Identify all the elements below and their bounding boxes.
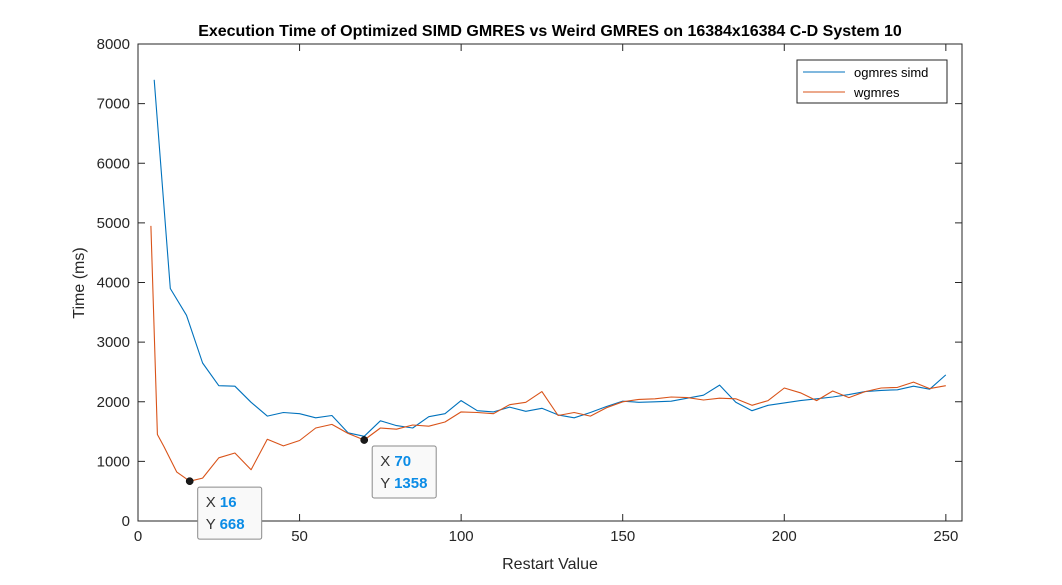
- x-tick-label: 200: [772, 528, 797, 545]
- datatip-y-value: 668: [220, 516, 245, 533]
- legend[interactable]: ogmres simd wgmres: [796, 59, 948, 104]
- y-tick-label: 7000: [97, 96, 130, 113]
- y-axis-label: Time (ms): [71, 247, 88, 318]
- x-tick-label: 150: [610, 528, 635, 545]
- y-tick-label: 1000: [97, 453, 130, 470]
- datatip-x-value: 16: [220, 494, 237, 511]
- y-tick-label: 5000: [97, 215, 130, 232]
- y-tick-label: 0: [122, 513, 130, 530]
- x-tick-label: 100: [449, 528, 474, 545]
- y-tick-label: 3000: [97, 334, 130, 351]
- datatip-x-key: X: [380, 453, 394, 470]
- datatip-marker[interactable]: [185, 477, 194, 486]
- datatip-marker[interactable]: [360, 436, 369, 444]
- chart-title: Execution Time of Optimized SIMD GMRES v…: [198, 23, 902, 40]
- x-tick-label: 50: [291, 528, 308, 545]
- datatip-x-row: X 16: [206, 494, 237, 511]
- legend-label: ogmres simd: [854, 65, 928, 80]
- datatip-x-row: X 70: [380, 453, 411, 470]
- series-line-wgmres: [150, 225, 946, 482]
- datatip-x-key: X: [206, 494, 220, 511]
- datatip-y-row: Y 1358: [380, 475, 427, 492]
- datatip-x-value: 70: [394, 453, 411, 470]
- x-tick-label: 250: [933, 528, 958, 545]
- datatip-y-row: Y 668: [206, 516, 245, 533]
- legend-label: wgmres: [853, 85, 900, 100]
- datatip-y-key: Y: [206, 516, 220, 533]
- legend-box: [796, 59, 948, 104]
- y-tick-label: 8000: [97, 36, 130, 53]
- x-tick-label: 0: [134, 528, 142, 545]
- datatip-y-key: Y: [380, 475, 394, 492]
- y-tick-label: 2000: [97, 394, 130, 411]
- plot-area: 0 1000 2000 3000 4000 5000 6000 7000 8000 0 50 100 1…: [97, 36, 963, 545]
- datatip-box: [371, 445, 437, 499]
- axes-box: [137, 43, 963, 522]
- datatip-y-value: 1358: [394, 475, 427, 492]
- x-axis-label: Restart Value: [502, 556, 598, 573]
- datatip-box: [197, 486, 263, 540]
- y-tick-label: 4000: [97, 275, 130, 292]
- y-tick-label: 6000: [97, 155, 130, 172]
